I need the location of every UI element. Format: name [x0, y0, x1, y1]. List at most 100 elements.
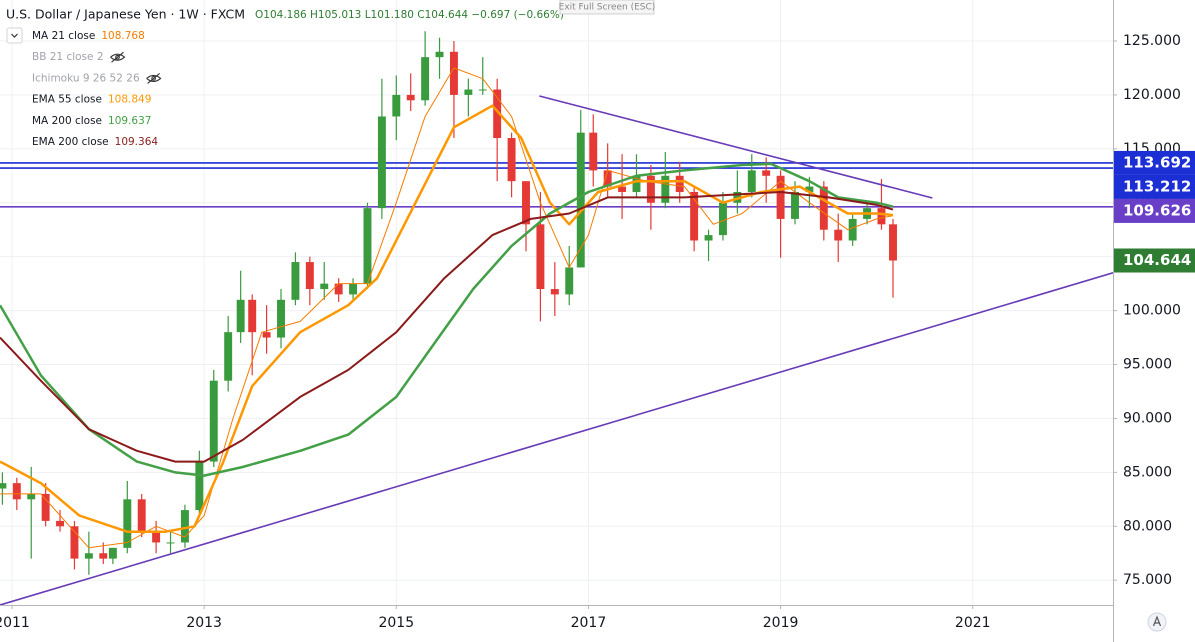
candle-body — [349, 283, 358, 295]
candle-body — [41, 493, 50, 521]
candle-body — [166, 542, 175, 544]
candle-body — [603, 170, 612, 187]
candle-body — [195, 461, 204, 511]
candle-body — [646, 175, 655, 203]
candle-body — [791, 191, 799, 219]
candle-body — [305, 262, 314, 290]
symbol-title: U.S. Dollar / Japanese Yen · 1W · FXCM — [6, 7, 245, 22]
candle-body — [889, 224, 897, 261]
candle-body — [377, 116, 386, 209]
x-tick-label: 2021 — [955, 615, 991, 631]
candle-body — [589, 132, 598, 171]
candle-body — [0, 483, 7, 489]
auto-icon — [1152, 615, 1162, 627]
candle-body — [152, 531, 161, 543]
y-tick-label: 75.000 — [1123, 572, 1172, 588]
candle-body — [576, 132, 585, 268]
candle-body — [493, 89, 502, 139]
x-tick-label: 2017 — [571, 615, 607, 631]
hidden-eye-icon — [110, 51, 126, 63]
price-badge-label: 104.644 — [1123, 251, 1191, 269]
auto-button[interactable] — [1147, 612, 1167, 632]
candle-body — [363, 208, 372, 284]
price-badge — [1114, 248, 1195, 273]
indicator-name: BB 21 close 2 — [32, 51, 104, 63]
candle-body — [675, 175, 684, 192]
candle-body — [848, 218, 857, 241]
indicator-line — [0, 191, 894, 463]
candle-body — [632, 175, 641, 192]
y-tick-label: 125.000 — [1123, 33, 1181, 49]
indicator-name: MA 200 close — [32, 115, 102, 127]
candle-body — [99, 553, 108, 559]
plot-area — [0, 31, 1113, 605]
candle-body — [690, 191, 699, 241]
candle-body — [507, 138, 516, 182]
y-tick-label: 95.000 — [1123, 357, 1172, 373]
candle-body — [108, 547, 117, 559]
candle-body — [27, 493, 36, 500]
candle-body — [661, 175, 670, 203]
candle-body — [56, 520, 65, 527]
candle-body — [449, 51, 458, 95]
candle-body — [522, 181, 530, 225]
x-tick-label: 2019 — [763, 615, 799, 631]
indicator-name: EMA 200 close — [32, 136, 109, 148]
hidden-eye-pupil — [115, 54, 120, 60]
candle-body — [262, 332, 271, 338]
candle-body — [334, 283, 343, 295]
y-tick-label: 100.000 — [1123, 303, 1181, 319]
indicator-name: Ichimoku 9 26 52 26 — [32, 72, 140, 84]
tooltip: Exit Full Screen (ESC) — [559, 0, 656, 15]
collapse-button[interactable] — [6, 27, 23, 44]
candle-body — [236, 299, 245, 333]
candle-body — [435, 51, 444, 58]
candle-body — [320, 283, 329, 290]
indicator-value: 108.768 — [101, 30, 144, 42]
y-tick-label: 85.000 — [1123, 464, 1172, 480]
candle-body — [704, 235, 713, 241]
candle-body — [618, 186, 627, 192]
indicator-line — [0, 162, 894, 477]
y-tick-label: 80.000 — [1123, 518, 1172, 534]
indicator-name: EMA 55 close — [32, 94, 102, 106]
candle-body — [877, 208, 886, 225]
price-badge — [1114, 150, 1195, 175]
candle-body — [277, 299, 285, 338]
price-badge-label: 109.626 — [1123, 201, 1191, 219]
hidden-eye-icon — [146, 72, 162, 84]
candle-body — [747, 170, 756, 192]
candle-body — [733, 191, 742, 203]
price-badge — [1114, 174, 1195, 199]
indicator-line — [0, 67, 894, 549]
tooltip-text: Exit Full Screen (ESC) — [559, 3, 656, 13]
legend: U.S. Dollar / Japanese Yen · 1W · FXCM O1… — [6, 7, 564, 149]
price-badge-label: 113.692 — [1123, 153, 1191, 171]
indicator-value: 109.637 — [108, 115, 151, 127]
y-tick-label: 120.000 — [1123, 87, 1181, 103]
candle-body — [291, 262, 300, 300]
candle-body — [565, 267, 574, 295]
candle-body — [70, 526, 79, 559]
candle-body — [536, 224, 545, 290]
tooltip-box — [559, 0, 655, 15]
candle-body — [776, 175, 785, 219]
candle-body — [762, 170, 771, 176]
candle-body — [392, 94, 401, 117]
axes: 75.00080.00085.00090.00095.000100.000105… — [0, 33, 1195, 631]
auto-scale-button[interactable] — [1147, 612, 1167, 632]
price-badge — [1114, 198, 1195, 223]
candle-body — [248, 299, 257, 333]
candle-body — [180, 510, 189, 543]
candle-body — [123, 499, 132, 548]
hidden-eye-pupil — [151, 76, 156, 81]
indicator-name: MA 21 close — [32, 30, 95, 42]
x-tick-label: 2011 — [0, 615, 30, 631]
candle-body — [550, 289, 559, 295]
x-tick-label: 2013 — [186, 615, 222, 631]
trend-line — [0, 272, 1113, 605]
candle-body — [224, 332, 233, 381]
candle-body — [209, 380, 218, 462]
